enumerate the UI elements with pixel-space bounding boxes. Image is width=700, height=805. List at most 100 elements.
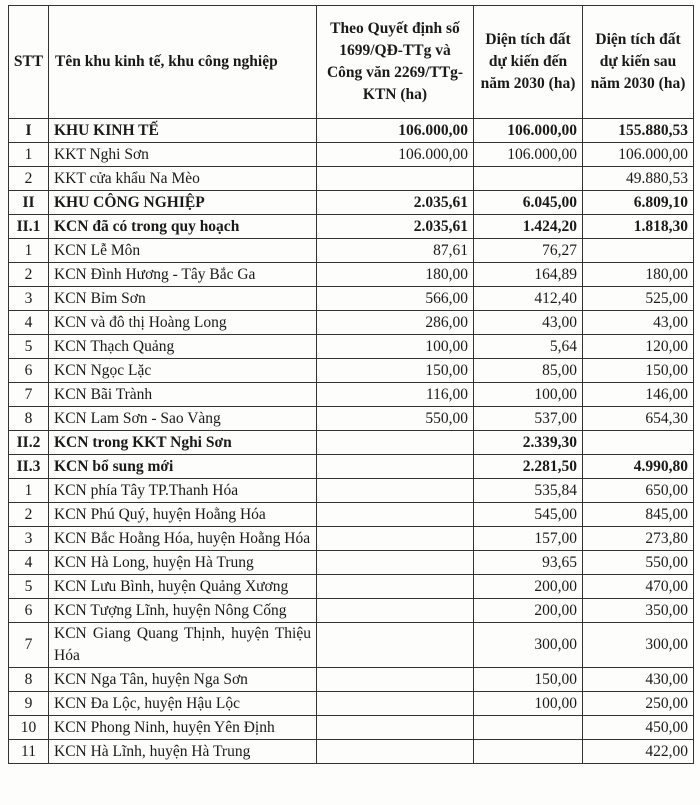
table-row: 1 KKT Nghi Sơn 106.000,00 106.000,00 106.000… — [8, 142, 694, 167]
row-decision-area: 87,61 — [316, 238, 474, 263]
row-area-2030: 43,00 — [473, 310, 583, 335]
table-row: II.2 KCN trong KKT Nghi Sơn 2.339,30 — [8, 430, 694, 455]
table-row: 4 KCN và đô thị Hoàng Long 286,00 43,00 43,0… — [8, 310, 694, 335]
row-area-2030: 2.339,30 — [473, 430, 583, 455]
row-stt: 10 — [8, 715, 49, 740]
row-name: KCN Bắc Hoằng Hóa, huyện Hoằng Hóa — [48, 526, 317, 551]
row-stt: 7 — [8, 382, 49, 407]
row-area-2030: 1.424,20 — [473, 214, 583, 239]
row-decision-area — [316, 502, 474, 527]
row-area-2030 — [473, 739, 583, 764]
table-row: 5 KCN Lưu Bình, huyện Quảng Xương 200,00 47… — [8, 574, 694, 599]
row-decision-area — [316, 691, 474, 716]
row-area-2030: 106.000,00 — [473, 118, 583, 143]
row-name: KKT Nghi Sơn — [48, 142, 317, 167]
row-stt: II.2 — [8, 430, 49, 455]
row-area-2030: 76,27 — [473, 238, 583, 263]
row-decision-area — [316, 430, 474, 455]
row-name: KCN Đình Hương - Tây Bắc Ga — [48, 262, 317, 287]
row-area-after-2030: 350,00 — [582, 598, 694, 623]
table-row: II KHU CÔNG NGHIỆP 2.035,61 6.045,00 6.809,1… — [8, 190, 694, 215]
row-name: KCN đã có trong quy hoạch — [48, 214, 317, 239]
table-row: 8 KCN Nga Tân, huyện Nga Sơn 150,00 430,00 — [8, 667, 694, 692]
row-area-2030: 164,89 — [473, 262, 583, 287]
row-area-after-2030: 146,00 — [582, 382, 694, 407]
table-row: 2 KCN Phú Quý, huyện Hoằng Hóa 545,00 845,0… — [8, 502, 694, 527]
row-area-after-2030: 49.880,53 — [582, 166, 694, 191]
row-stt: 6 — [8, 598, 49, 623]
row-area-after-2030: 180,00 — [582, 262, 694, 287]
row-stt: 5 — [8, 334, 49, 359]
row-area-after-2030: 845,00 — [582, 502, 694, 527]
table-row: II.1 KCN đã có trong quy hoạch 2.035,61 1.4… — [8, 214, 694, 239]
row-area-after-2030: 550,00 — [582, 550, 694, 575]
row-name: KCN bổ sung mới — [48, 454, 317, 479]
row-stt: 2 — [8, 502, 49, 527]
row-stt: 1 — [8, 478, 49, 503]
row-area-2030: 85,00 — [473, 358, 583, 383]
row-stt: 1 — [8, 142, 49, 167]
row-name: KCN Bỉm Sơn — [48, 286, 317, 311]
row-area-2030: 545,00 — [473, 502, 583, 527]
row-name: KCN Hà Lĩnh, huyện Hà Trung — [48, 739, 317, 764]
row-decision-area: 286,00 — [316, 310, 474, 335]
row-area-2030: 200,00 — [473, 574, 583, 599]
row-decision-area — [316, 454, 474, 479]
row-decision-area — [316, 574, 474, 599]
row-area-2030: 6.045,00 — [473, 190, 583, 215]
row-stt: 6 — [8, 358, 49, 383]
table-row: 4 KCN Hà Long, huyện Hà Trung 93,65 550,00 — [8, 550, 694, 575]
row-decision-area — [316, 739, 474, 764]
row-area-2030: 5,64 — [473, 334, 583, 359]
row-area-2030: 537,00 — [473, 406, 583, 431]
table-row: 1 KCN Lễ Môn 87,61 76,27 — [8, 238, 694, 263]
row-decision-area — [316, 526, 474, 551]
industrial-zones-table: STT Tên khu kinh tế, khu công nghiệp The… — [8, 5, 694, 764]
table-row: 2 KCN Đình Hương - Tây Bắc Ga 180,00 164,89… — [8, 262, 694, 287]
row-decision-area — [316, 622, 474, 668]
table-row: 3 KCN Bắc Hoằng Hóa, huyện Hoằng Hóa 157,0… — [8, 526, 694, 551]
row-area-after-2030: 470,00 — [582, 574, 694, 599]
table-row: 6 KCN Tượng Lĩnh, huyện Nông Cống 200,00 35… — [8, 598, 694, 623]
row-area-2030 — [473, 166, 583, 191]
row-area-after-2030: 430,00 — [582, 667, 694, 692]
row-name: KCN Giang Quang Thịnh, huyện Thiệu Hóa — [48, 622, 317, 668]
row-area-2030: 150,00 — [473, 667, 583, 692]
row-name: KCN Tượng Lĩnh, huyện Nông Cống — [48, 598, 317, 623]
row-area-after-2030: 273,80 — [582, 526, 694, 551]
header-decision-area: Theo Quyết định số 1699/QĐ-TTg và Công v… — [316, 5, 474, 119]
row-area-2030: 535,84 — [473, 478, 583, 503]
row-stt: 2 — [8, 262, 49, 287]
row-area-after-2030: 106.000,00 — [582, 142, 694, 167]
row-name: KCN Phong Ninh, huyện Yên Định — [48, 715, 317, 740]
row-area-2030: 100,00 — [473, 382, 583, 407]
row-name: KCN Thạch Quảng — [48, 334, 317, 359]
row-area-after-2030: 422,00 — [582, 739, 694, 764]
table-row: 1 KCN phía Tây TP.Thanh Hóa 535,84 650,00 — [8, 478, 694, 503]
row-area-2030: 300,00 — [473, 622, 583, 668]
row-decision-area — [316, 715, 474, 740]
row-name: KCN Nga Tân, huyện Nga Sơn — [48, 667, 317, 692]
row-area-2030 — [473, 715, 583, 740]
row-name: KCN Đa Lộc, huyện Hậu Lộc — [48, 691, 317, 716]
table-row: 5 KCN Thạch Quảng 100,00 5,64 120,00 — [8, 334, 694, 359]
row-area-after-2030: 6.809,10 — [582, 190, 694, 215]
row-stt: 3 — [8, 286, 49, 311]
row-decision-area: 2.035,61 — [316, 190, 474, 215]
row-stt: II.3 — [8, 454, 49, 479]
table-row: 8 KCN Lam Sơn - Sao Vàng 550,00 537,00 654,3… — [8, 406, 694, 431]
row-area-after-2030: 1.818,30 — [582, 214, 694, 239]
row-area-after-2030: 4.990,80 — [582, 454, 694, 479]
row-area-after-2030: 250,00 — [582, 691, 694, 716]
header-stt: STT — [8, 5, 49, 119]
table-row: 10 KCN Phong Ninh, huyện Yên Định 450,00 — [8, 715, 694, 740]
row-decision-area: 180,00 — [316, 262, 474, 287]
row-area-2030: 200,00 — [473, 598, 583, 623]
row-stt: 1 — [8, 238, 49, 263]
row-area-after-2030: 450,00 — [582, 715, 694, 740]
row-name: KHU KINH TẾ — [48, 118, 317, 143]
row-area-2030: 412,40 — [473, 286, 583, 311]
table-row: 7 KCN Giang Quang Thịnh, huyện Thiệu Hóa 3… — [8, 622, 694, 668]
row-decision-area: 116,00 — [316, 382, 474, 407]
row-name: KCN và đô thị Hoàng Long — [48, 310, 317, 335]
